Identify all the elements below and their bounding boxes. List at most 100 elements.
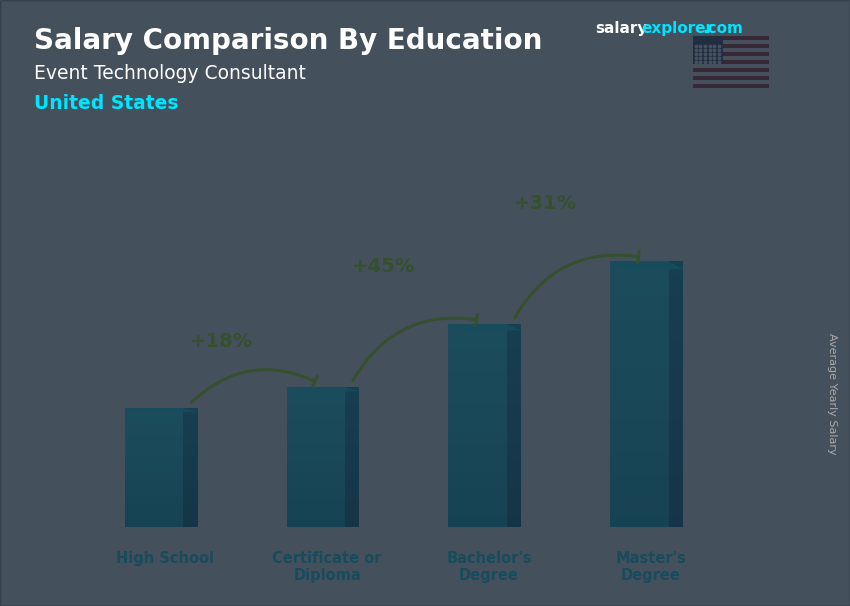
Bar: [610, 427, 669, 434]
Bar: [345, 440, 360, 443]
Bar: [286, 513, 345, 517]
Bar: [507, 476, 521, 482]
Bar: [183, 423, 197, 426]
Bar: [345, 443, 360, 447]
Bar: [669, 427, 683, 434]
Bar: [125, 491, 183, 494]
Bar: [610, 261, 669, 268]
Bar: [507, 456, 521, 461]
Bar: [449, 365, 507, 370]
Bar: [610, 415, 669, 421]
Bar: [286, 520, 345, 524]
Bar: [449, 491, 507, 497]
Bar: [345, 408, 360, 411]
Bar: [345, 492, 360, 496]
Bar: [669, 315, 683, 321]
Bar: [125, 521, 183, 524]
Bar: [183, 462, 197, 465]
Bar: [183, 408, 197, 411]
Bar: [507, 421, 521, 426]
Bar: [286, 474, 345, 478]
Bar: [286, 503, 345, 506]
Bar: [345, 415, 360, 419]
Bar: [507, 339, 521, 345]
Text: Average Yearly Salary: Average Yearly Salary: [827, 333, 837, 454]
Bar: [610, 441, 669, 447]
Bar: [125, 465, 183, 468]
Bar: [286, 461, 345, 464]
Bar: [183, 474, 197, 477]
Bar: [449, 507, 507, 512]
Bar: [449, 436, 507, 441]
Bar: [125, 462, 183, 465]
Text: Master's
Degree: Master's Degree: [615, 551, 686, 583]
Bar: [345, 510, 360, 513]
Bar: [286, 436, 345, 440]
Bar: [345, 506, 360, 510]
Bar: [693, 80, 769, 84]
Bar: [345, 496, 360, 499]
Bar: [286, 425, 345, 429]
Text: 71,100 USD: 71,100 USD: [294, 366, 372, 379]
Bar: [693, 68, 769, 72]
Bar: [669, 301, 683, 308]
Bar: [345, 520, 360, 524]
Bar: [669, 415, 683, 421]
Bar: [669, 261, 683, 268]
Bar: [669, 507, 683, 514]
Bar: [610, 408, 669, 415]
Bar: [125, 450, 183, 453]
Bar: [669, 288, 683, 295]
Bar: [449, 456, 507, 461]
Bar: [449, 380, 507, 385]
Bar: [449, 385, 507, 390]
Bar: [286, 419, 345, 422]
Bar: [669, 348, 683, 355]
Bar: [125, 456, 183, 459]
Bar: [669, 281, 683, 288]
Bar: [125, 411, 183, 415]
Bar: [286, 422, 345, 425]
Bar: [345, 419, 360, 422]
Bar: [183, 447, 197, 450]
Bar: [125, 498, 183, 501]
Bar: [507, 405, 521, 411]
Bar: [507, 502, 521, 507]
Bar: [125, 429, 183, 432]
Bar: [610, 467, 669, 474]
Text: 135,000 USD: 135,000 USD: [618, 241, 705, 253]
Bar: [669, 401, 683, 408]
Bar: [449, 355, 507, 360]
Text: Event Technology Consultant: Event Technology Consultant: [34, 64, 306, 82]
Bar: [507, 324, 521, 330]
Bar: [345, 425, 360, 429]
Bar: [183, 518, 197, 521]
Bar: [345, 436, 360, 440]
Bar: [669, 355, 683, 361]
Bar: [669, 341, 683, 348]
Bar: [669, 381, 683, 388]
Bar: [610, 395, 669, 401]
Bar: [183, 512, 197, 515]
Bar: [345, 447, 360, 450]
Bar: [669, 501, 683, 507]
Bar: [286, 429, 345, 433]
Bar: [507, 512, 521, 517]
Bar: [183, 420, 197, 423]
Bar: [610, 494, 669, 501]
Bar: [693, 48, 769, 52]
Bar: [449, 401, 507, 405]
Bar: [286, 485, 345, 488]
Bar: [449, 360, 507, 365]
Bar: [610, 421, 669, 427]
Bar: [183, 459, 197, 462]
Bar: [125, 441, 183, 444]
Bar: [669, 441, 683, 447]
Bar: [610, 328, 669, 335]
Bar: [610, 268, 669, 275]
Bar: [449, 476, 507, 482]
Polygon shape: [125, 408, 197, 412]
Bar: [183, 494, 197, 498]
Bar: [669, 388, 683, 395]
Bar: [449, 487, 507, 491]
